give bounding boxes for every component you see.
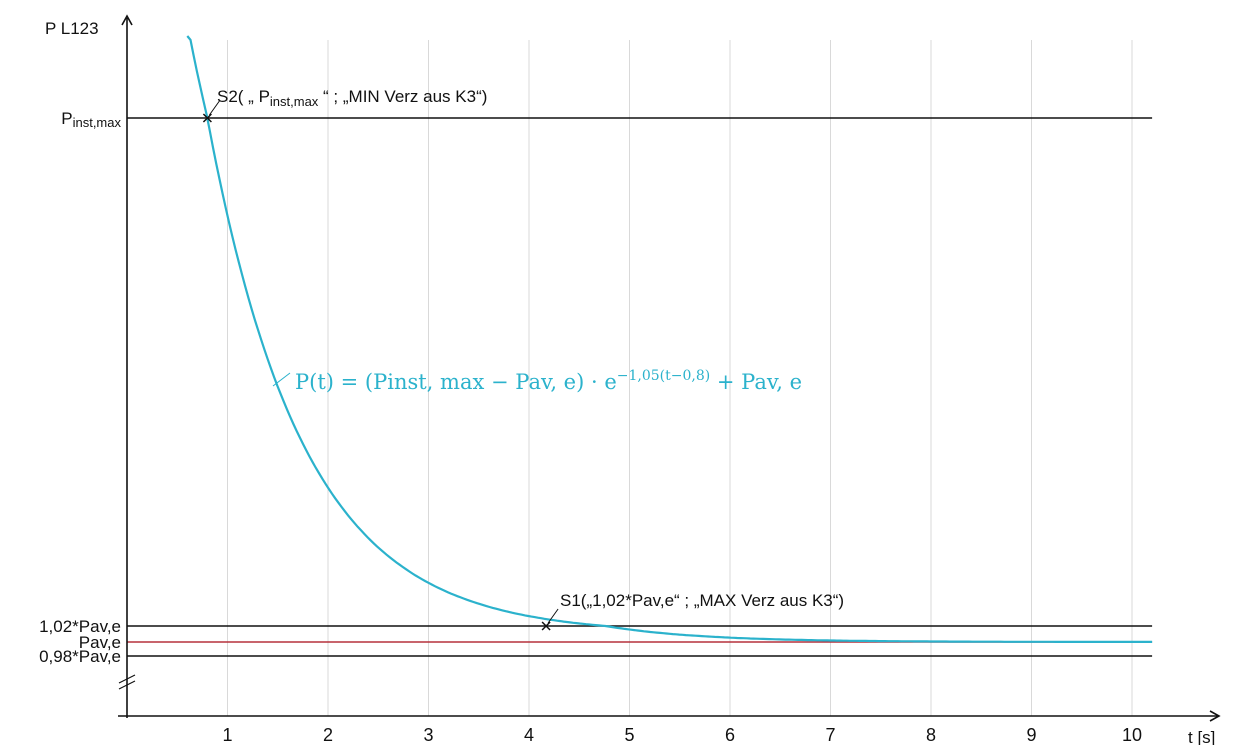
- x-tick-5: 5: [624, 725, 634, 745]
- marker-S1-b: [541, 621, 551, 631]
- x-tick-3: 3: [423, 725, 433, 745]
- x-tick-10: 10: [1122, 725, 1142, 745]
- formula-leader: [272, 372, 291, 387]
- x-tick-1: 1: [222, 725, 232, 745]
- formula-label: P(t) = (Pinst, max − Pav, e) · e−1,05(t−…: [295, 368, 802, 394]
- annotation-s1: S1(„1,02*Pav,e“ ; „MAX Verz aus K3“): [560, 591, 844, 610]
- x-tick-8: 8: [926, 725, 936, 745]
- formula-main: P(t) = (Pinst, max − Pav, e) · e: [295, 370, 617, 394]
- x-axis-arrow: [1209, 710, 1221, 722]
- y-label-1: 1,02*Pav,e: [39, 617, 121, 636]
- x-tick-labels: 1 2 3 4 5 6 7 8 9 10: [222, 725, 1142, 745]
- x-tick-6: 6: [725, 725, 735, 745]
- annotation-s2: S2( „ Pinst,max “ ; „MIN Verz aus K3“): [217, 87, 487, 109]
- y-label-0: Pinst,max: [61, 109, 121, 130]
- x-axis-label: t [s]: [1188, 728, 1215, 745]
- y-axis-label: P L123: [45, 19, 99, 38]
- reference-lines: [127, 117, 1153, 657]
- formula-exponent: −1,05(t−0,8): [617, 368, 710, 384]
- leader-S1: [547, 608, 559, 624]
- y-axis-arrow: [121, 14, 133, 26]
- x-tick-2: 2: [323, 725, 333, 745]
- x-tick-9: 9: [1026, 725, 1036, 745]
- vertical-grid: [227, 40, 1133, 716]
- y-axis-break: [118, 674, 136, 690]
- formula-tail: + Pav, e: [710, 370, 802, 394]
- y-label-2: Pav,e: [79, 633, 121, 652]
- y-label-3: 0,98*Pav,e: [39, 647, 121, 666]
- x-tick-4: 4: [524, 725, 534, 745]
- leader-S2: [208, 100, 220, 116]
- x-tick-7: 7: [825, 725, 835, 745]
- marker-S2-b: [202, 113, 212, 123]
- markers: [202, 100, 559, 631]
- curve-p-of-t: [186, 35, 1153, 643]
